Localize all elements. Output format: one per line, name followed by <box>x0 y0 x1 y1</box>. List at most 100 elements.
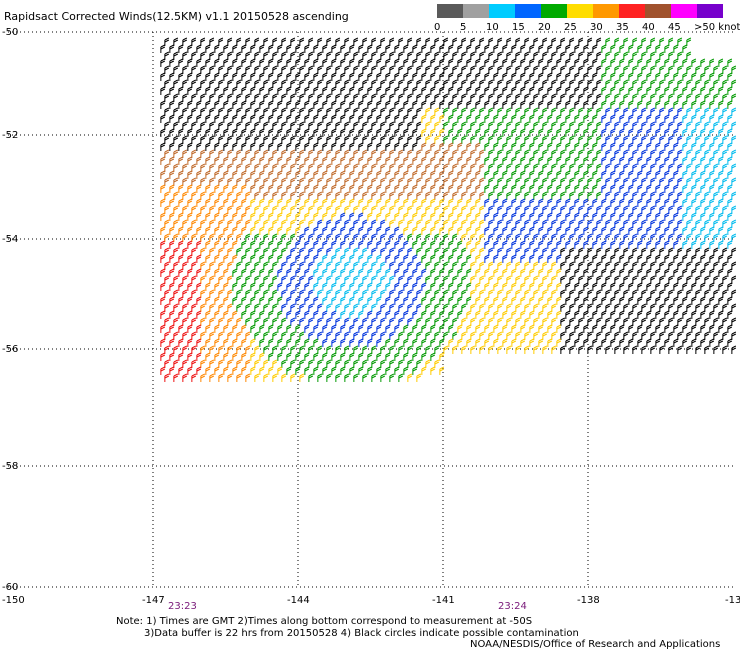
footnote-line-3: NOAA/NESDIS/Office of Research and Appli… <box>470 639 721 650</box>
wind-barb <box>601 198 607 207</box>
wind-barb <box>659 289 665 298</box>
wind-barb <box>574 170 580 179</box>
wind-barb <box>502 212 508 221</box>
wind-barb <box>457 254 463 263</box>
wind-barb <box>407 373 413 382</box>
wind-barb <box>281 135 287 144</box>
wind-barb <box>668 135 674 144</box>
wind-barb <box>704 219 710 228</box>
wind-barb <box>214 282 220 291</box>
wind-barb <box>673 58 679 67</box>
wind-barb <box>245 191 251 200</box>
wind-barb <box>290 79 296 88</box>
wind-barb <box>416 359 422 368</box>
longitude-label: -144 <box>287 595 310 606</box>
wind-barb <box>488 247 494 256</box>
wind-barb <box>245 65 251 74</box>
wind-barb <box>686 79 692 88</box>
wind-barb <box>236 247 242 256</box>
wind-barb <box>232 338 238 347</box>
wind-barb <box>403 170 409 179</box>
wind-barb <box>461 93 467 102</box>
wind-barb <box>304 128 310 137</box>
wind-barb <box>452 191 458 200</box>
wind-barb <box>331 170 337 179</box>
wind-barb <box>668 191 674 200</box>
wind-barb <box>560 275 566 284</box>
wind-barb <box>430 268 436 277</box>
wind-barb <box>218 247 224 256</box>
wind-barb <box>299 149 305 158</box>
wind-barb <box>569 331 575 340</box>
wind-barb <box>686 233 692 242</box>
wind-barb <box>169 128 175 137</box>
wind-barb <box>232 114 238 123</box>
wind-barb <box>385 352 391 361</box>
wind-barb <box>403 282 409 291</box>
wind-barb <box>722 233 728 242</box>
wind-barb <box>407 107 413 116</box>
wind-barb <box>398 247 404 256</box>
wind-barb <box>259 58 265 67</box>
wind-barb <box>322 338 328 347</box>
wind-barb <box>398 289 404 298</box>
wind-barb <box>547 58 553 67</box>
wind-barb <box>592 58 598 67</box>
wind-barb <box>601 86 607 95</box>
wind-barb <box>466 128 472 137</box>
wind-barb <box>470 51 476 60</box>
wind-barb <box>403 114 409 123</box>
wind-barb <box>421 240 427 249</box>
wind-barb <box>475 128 481 137</box>
wind-barb <box>398 317 404 326</box>
wind-barb <box>443 261 449 270</box>
wind-barb <box>218 275 224 284</box>
wind-barb <box>407 359 413 368</box>
wind-barb <box>691 212 697 221</box>
wind-barb <box>205 352 211 361</box>
wind-barb <box>344 191 350 200</box>
wind-barb <box>637 128 643 137</box>
wind-barb <box>286 282 292 291</box>
wind-barb <box>520 254 526 263</box>
wind-barb <box>461 289 467 298</box>
wind-barb <box>610 296 616 305</box>
wind-barb <box>727 212 733 221</box>
wind-barb <box>628 254 634 263</box>
wind-barb <box>259 100 265 109</box>
wind-barb <box>223 338 229 347</box>
wind-barb <box>187 58 193 67</box>
wind-barb <box>443 135 449 144</box>
wind-barb <box>254 79 260 88</box>
wind-barb <box>182 191 188 200</box>
wind-barb <box>578 289 584 298</box>
wind-barb <box>533 93 539 102</box>
wind-barb <box>205 114 211 123</box>
wind-barb <box>268 240 274 249</box>
wind-barb <box>614 317 620 326</box>
wind-barb <box>592 142 598 151</box>
wind-barb <box>394 100 400 109</box>
wind-barb <box>677 79 683 88</box>
wind-barb <box>232 44 238 53</box>
wind-barb <box>659 163 665 172</box>
wind-barb <box>434 65 440 74</box>
wind-barb <box>178 198 184 207</box>
wind-barb <box>524 65 530 74</box>
wind-barb <box>358 324 364 333</box>
wind-barb <box>394 142 400 151</box>
wind-barb <box>551 107 557 116</box>
wind-barb <box>601 296 607 305</box>
wind-barb <box>299 107 305 116</box>
wind-barb <box>295 212 301 221</box>
wind-barb <box>502 86 508 95</box>
wind-barb <box>358 352 364 361</box>
wind-barb <box>218 79 224 88</box>
wind-barb <box>317 345 323 354</box>
wind-barb <box>434 289 440 298</box>
wind-barb <box>362 93 368 102</box>
wind-barb <box>704 79 710 88</box>
wind-barb <box>439 226 445 235</box>
wind-barb <box>466 170 472 179</box>
